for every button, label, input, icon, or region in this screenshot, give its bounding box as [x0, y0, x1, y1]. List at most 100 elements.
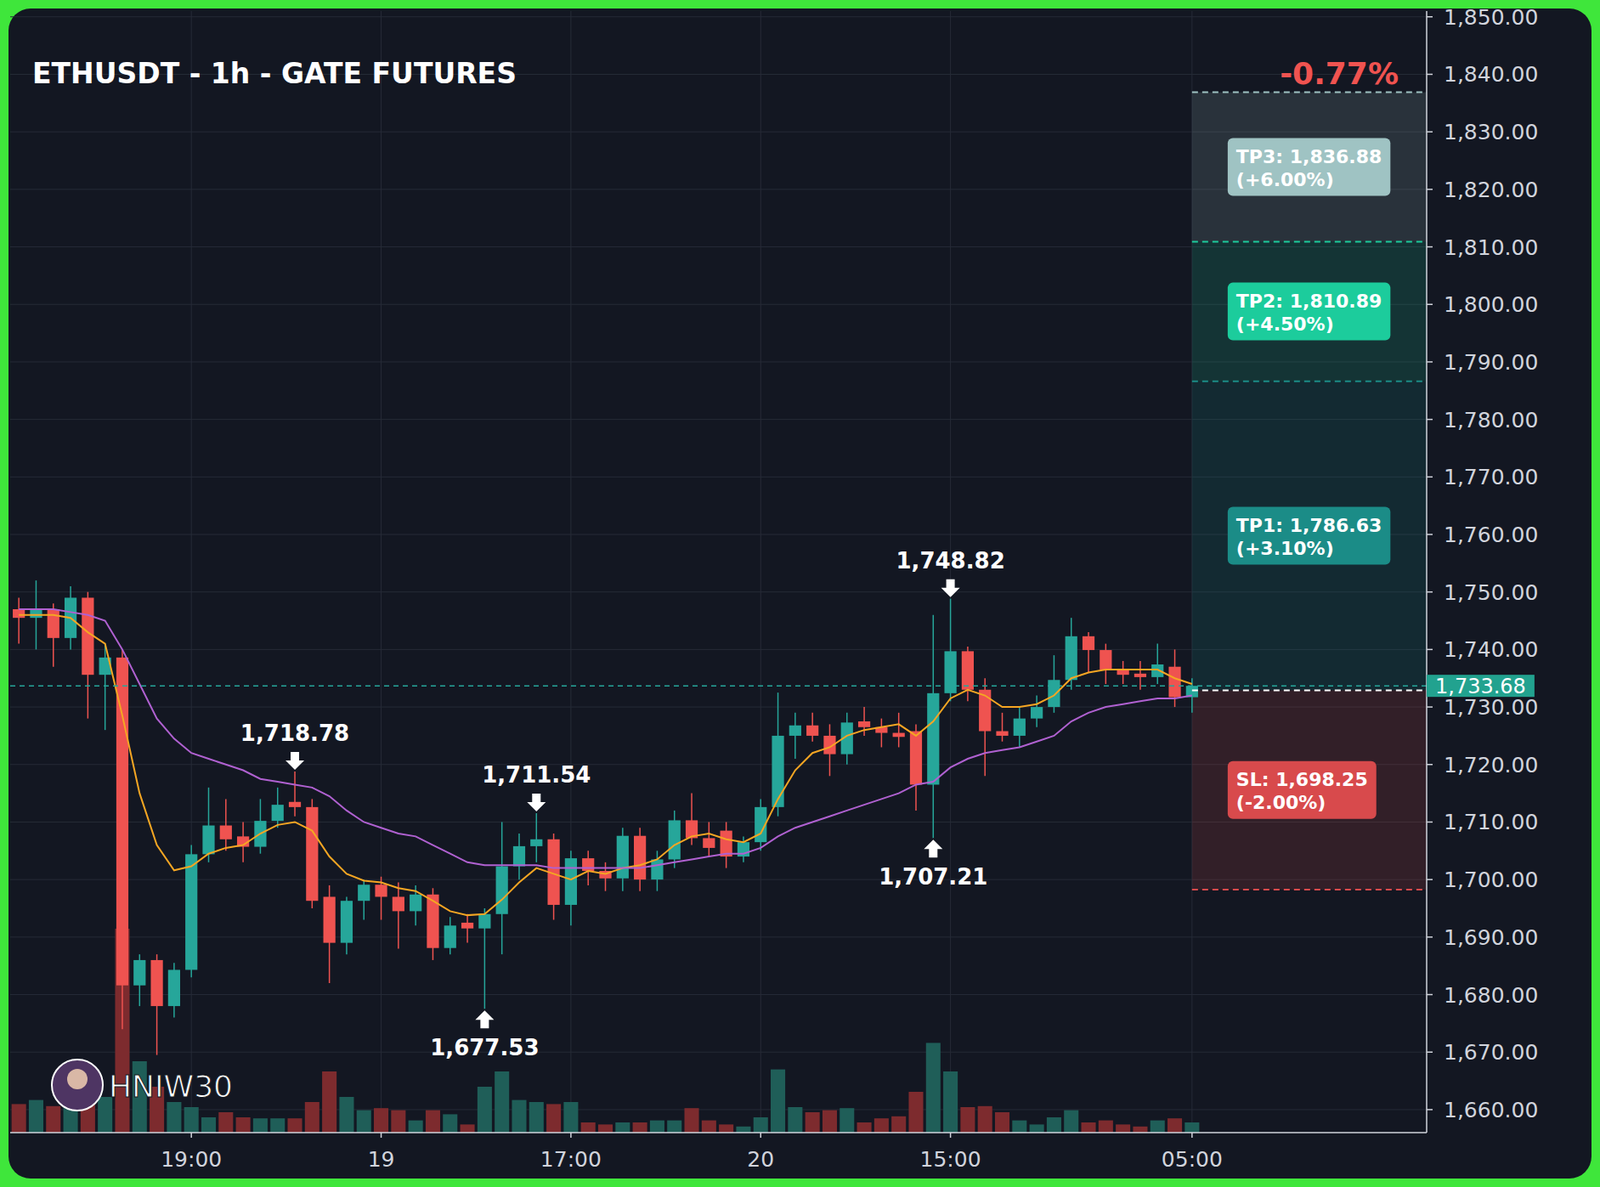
level-label: TP1: 1,786.63(+3.10%) — [1227, 507, 1391, 566]
y-tick — [1426, 1108, 1433, 1111]
grid-line-x — [380, 11, 382, 1133]
candle-body — [1134, 673, 1147, 678]
high-arrow — [285, 751, 305, 770]
volume-bar — [356, 1110, 372, 1133]
volume-bar — [201, 1117, 216, 1133]
y-tick — [1426, 130, 1433, 133]
grid-line-x — [760, 11, 762, 1133]
candle-wick — [17, 597, 20, 644]
candle-body — [444, 925, 457, 948]
trade-zone — [1192, 242, 1427, 382]
candle-body — [944, 650, 956, 693]
x-tick-label: 20 — [746, 1147, 775, 1172]
volume-bar — [908, 1091, 923, 1133]
high-arrow — [526, 793, 546, 812]
y-tick — [1426, 303, 1433, 306]
candle-body — [720, 831, 733, 857]
level-label: TP2: 1,810.89(+4.50%) — [1227, 282, 1391, 341]
x-tick — [1191, 1132, 1193, 1138]
volume-bar — [166, 1102, 181, 1133]
volume-bar — [857, 1122, 872, 1133]
volume-bar — [891, 1116, 906, 1133]
price-lines — [10, 92, 1427, 890]
volume-bar — [1063, 1110, 1079, 1133]
y-tick — [1426, 936, 1433, 939]
candle-body — [220, 825, 232, 840]
volume-bar — [667, 1120, 682, 1133]
trade-zone — [1192, 92, 1427, 243]
volume-bar — [494, 1071, 509, 1133]
avatar — [51, 1059, 103, 1111]
volume-bar — [529, 1102, 544, 1133]
volume-bar — [1098, 1120, 1114, 1133]
volume-bar — [305, 1102, 320, 1133]
volume-bar — [1012, 1120, 1027, 1133]
grid-line-y — [10, 16, 1427, 17]
candle-body — [478, 914, 491, 929]
candle-body — [530, 839, 543, 847]
candle-wick — [397, 882, 400, 950]
y-tick-label: 1,840.00 — [1443, 62, 1538, 87]
level-label-text: TP2: 1,810.89 — [1236, 290, 1382, 312]
volume-bar — [770, 1069, 786, 1133]
candle-body — [168, 969, 181, 1007]
y-tick — [1426, 706, 1433, 708]
entry-line — [1192, 689, 1427, 691]
candle-body — [927, 693, 939, 786]
candle-body — [961, 650, 974, 690]
y-tick — [1426, 73, 1433, 76]
y-tick-label: 1,750.00 — [1443, 580, 1538, 605]
y-tick — [1426, 994, 1433, 996]
candle-body — [582, 858, 594, 871]
level-label-text: SL: 1,698.25 — [1236, 768, 1369, 791]
volume-bar — [1167, 1118, 1182, 1133]
volume-bar — [874, 1118, 889, 1133]
y-tick-label: 1,830.00 — [1443, 119, 1538, 145]
candle-body — [357, 884, 370, 901]
x-tick — [949, 1132, 952, 1138]
volume-bar — [1081, 1122, 1097, 1133]
volume-bar — [735, 1126, 751, 1133]
candle-body — [271, 804, 284, 821]
x-tick — [380, 1132, 383, 1138]
candle-body — [633, 836, 646, 880]
level-label-text: TP1: 1,786.63 — [1236, 514, 1382, 537]
candle-wick — [1001, 712, 1004, 742]
candle-body — [513, 846, 526, 867]
y-tick — [1426, 763, 1433, 766]
grid-line-y — [10, 1108, 1427, 1110]
y-tick — [1426, 533, 1433, 536]
y-tick — [1426, 188, 1433, 191]
high-label: 1,711.54 — [481, 762, 591, 788]
level-label-text: TP3: 1,836.88 — [1236, 146, 1382, 168]
chart-root: 1,660.001,670.001,680.001,690.001,700.00… — [0, 0, 1600, 1187]
low-arrow — [923, 839, 943, 858]
candle-body — [185, 853, 198, 970]
y-tick-label: 1,810.00 — [1443, 235, 1538, 261]
candle-body — [461, 922, 474, 929]
candle-wick — [898, 712, 900, 748]
volume-bar — [408, 1120, 424, 1133]
candle-body — [616, 836, 629, 879]
candle-body — [133, 960, 146, 986]
volume-bar — [28, 1100, 44, 1133]
y-tick-label: 1,670.00 — [1443, 1040, 1538, 1065]
candle-body — [305, 807, 318, 901]
grid-line-y — [10, 936, 1427, 938]
y-tick-label: 1,780.00 — [1443, 407, 1538, 433]
candle-body — [150, 960, 163, 1007]
y-tick-label: 1,690.00 — [1443, 925, 1538, 950]
level-sublabel-text: (+3.10%) — [1236, 537, 1335, 560]
y-axis-line — [1425, 11, 1428, 1133]
volume-bar — [511, 1100, 526, 1133]
level-sublabel-text: (-2.00%) — [1236, 791, 1327, 814]
candle-body — [1065, 636, 1078, 680]
candle-body — [771, 735, 784, 808]
volume-bar — [787, 1107, 803, 1133]
y-tick — [1426, 418, 1433, 421]
volume-bar — [287, 1118, 302, 1133]
volume-bar — [1184, 1122, 1199, 1133]
candle-body — [858, 721, 871, 728]
candle-body — [893, 733, 905, 738]
volume-bar — [253, 1118, 268, 1133]
